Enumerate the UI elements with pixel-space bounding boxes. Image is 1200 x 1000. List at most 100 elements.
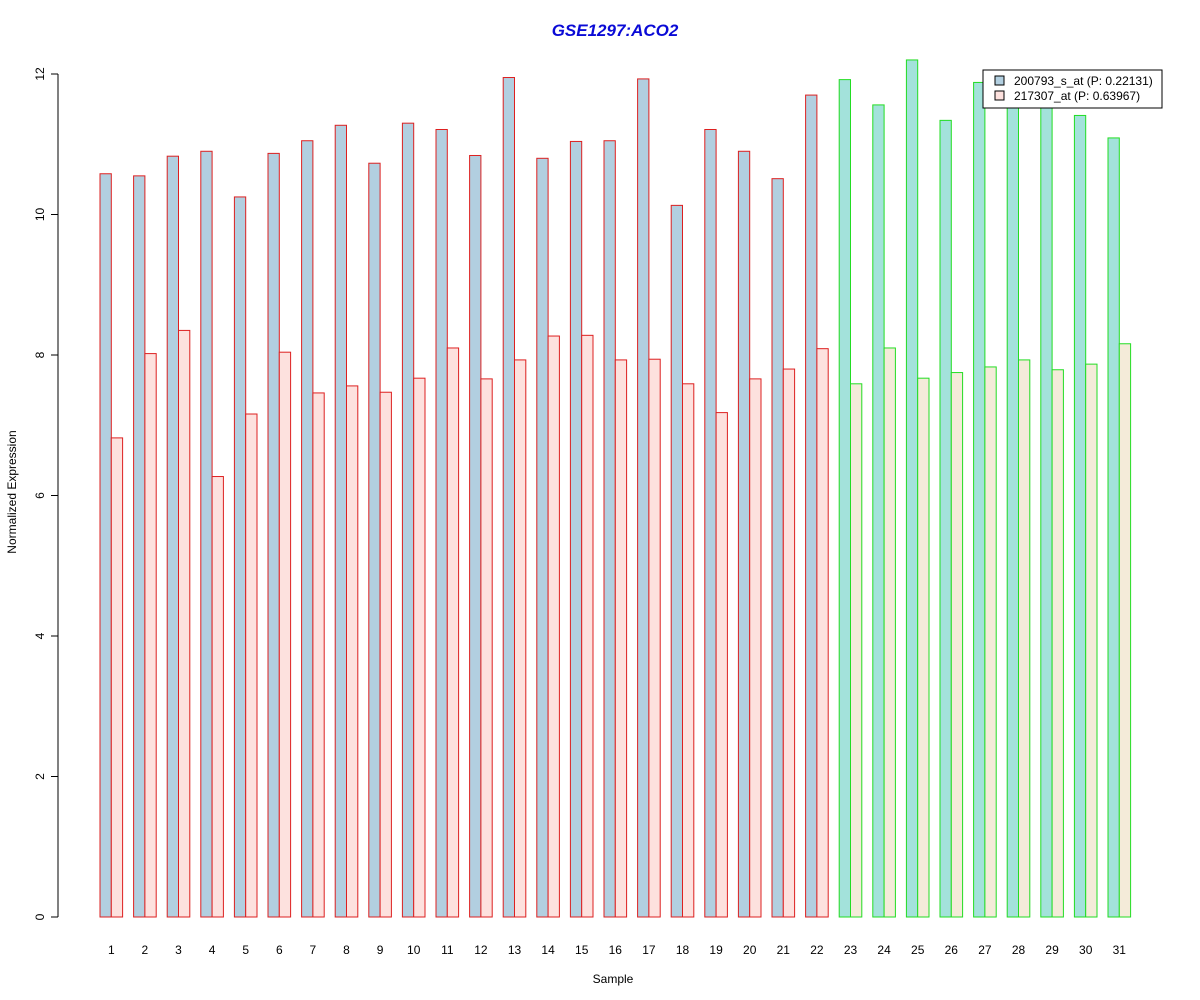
x-tick-label: 11 xyxy=(441,943,454,957)
bar-series-1-sample-26 xyxy=(939,119,952,918)
bar-series-2-sample-13 xyxy=(514,359,527,918)
x-tick-label: 13 xyxy=(508,943,522,957)
legend-swatch xyxy=(994,75,1005,86)
bar-series-1-sample-2 xyxy=(133,175,146,918)
legend-label: 200793_s_at (P: 0.22131) xyxy=(1014,74,1153,88)
bar-series-2-sample-1 xyxy=(110,437,124,918)
x-tick-label: 6 xyxy=(276,943,283,957)
y-tick-label: 0 xyxy=(33,913,47,920)
bar-series-2-sample-3 xyxy=(178,329,191,918)
bar-series-2-sample-21 xyxy=(782,368,796,918)
bar-series-1-sample-10 xyxy=(401,122,415,918)
bar-series-2-sample-24 xyxy=(883,347,896,918)
x-tick-label: 26 xyxy=(945,943,959,957)
bar-series-2-sample-25 xyxy=(917,377,930,918)
bar-series-1-sample-9 xyxy=(368,162,381,918)
x-tick-label: 29 xyxy=(1045,943,1059,957)
bar-series-2-sample-26 xyxy=(950,372,964,918)
bar-series-1-sample-28 xyxy=(1006,101,1020,918)
x-tick-label: 25 xyxy=(911,943,925,957)
bar-series-2-sample-19 xyxy=(715,412,728,918)
legend-label: 217307_at (P: 0.63967) xyxy=(1014,89,1140,103)
x-tick-label: 9 xyxy=(377,943,384,957)
y-tick-label: 8 xyxy=(33,351,47,358)
bar-series-1-sample-18 xyxy=(670,204,684,918)
bar-series-1-sample-13 xyxy=(502,77,516,918)
x-tick-label: 27 xyxy=(978,943,992,957)
bar-series-2-sample-6 xyxy=(278,351,292,918)
x-tick-label: 16 xyxy=(609,943,623,957)
x-tick-label: 24 xyxy=(877,943,891,957)
bar-series-1-sample-30 xyxy=(1073,114,1087,918)
bar-series-1-sample-15 xyxy=(569,140,583,918)
x-axis-label: Sample xyxy=(593,972,634,986)
bar-series-2-sample-11 xyxy=(446,347,460,918)
bar-series-1-sample-12 xyxy=(469,154,482,918)
bar-series-1-sample-25 xyxy=(905,59,919,918)
x-tick-label: 23 xyxy=(844,943,858,957)
x-tick-label: 19 xyxy=(709,943,723,957)
chart-title: GSE1297:ACO2 xyxy=(552,21,679,40)
bar-series-1-sample-3 xyxy=(166,155,179,918)
x-tick-label: 21 xyxy=(777,943,791,957)
bar-series-2-sample-14 xyxy=(547,335,560,918)
bar-series-1-sample-4 xyxy=(200,150,213,918)
bar-series-2-sample-22 xyxy=(816,348,829,918)
bar-series-2-sample-17 xyxy=(648,358,661,918)
x-tick-label: 17 xyxy=(642,943,656,957)
bar-series-1-sample-29 xyxy=(1040,101,1053,918)
y-tick-label: 12 xyxy=(33,67,47,81)
bar-series-1-sample-22 xyxy=(805,94,818,918)
x-tick-label: 4 xyxy=(209,943,216,957)
bar-series-2-sample-29 xyxy=(1051,369,1064,918)
x-tick-label: 2 xyxy=(142,943,149,957)
bar-series-1-sample-27 xyxy=(973,81,986,918)
bar-series-1-sample-6 xyxy=(267,152,280,918)
bar-series-2-sample-8 xyxy=(346,385,359,918)
x-tick-label: 14 xyxy=(541,943,555,957)
x-tick-label: 28 xyxy=(1012,943,1026,957)
bar-series-1-sample-11 xyxy=(435,128,448,918)
y-axis-label: Normalized Expression xyxy=(5,430,19,553)
bars xyxy=(99,59,1132,918)
bar-series-1-sample-5 xyxy=(233,196,247,918)
bar-series-1-sample-14 xyxy=(536,157,549,918)
bar-series-2-sample-15 xyxy=(581,334,594,918)
bar-series-2-sample-16 xyxy=(614,359,628,918)
bar-series-2-sample-23 xyxy=(850,383,863,918)
bar-series-2-sample-9 xyxy=(379,391,392,918)
y-tick-label: 4 xyxy=(33,632,47,639)
x-tick-label: 5 xyxy=(242,943,249,957)
bar-series-1-sample-19 xyxy=(704,128,717,918)
bar-series-2-sample-20 xyxy=(749,378,762,918)
bar-series-1-sample-24 xyxy=(872,104,885,918)
x-tick-label: 31 xyxy=(1113,943,1127,957)
y-tick-label: 10 xyxy=(33,208,47,222)
bar-series-1-sample-16 xyxy=(603,140,616,918)
bar-series-2-sample-31 xyxy=(1118,343,1132,918)
bar-series-1-sample-23 xyxy=(838,79,852,918)
bar-series-1-sample-8 xyxy=(334,124,348,918)
bar-series-2-sample-30 xyxy=(1085,363,1098,918)
x-tick-label: 1 xyxy=(108,943,115,957)
x-tick-label: 30 xyxy=(1079,943,1093,957)
bar-series-2-sample-7 xyxy=(312,392,325,918)
bar-series-1-sample-17 xyxy=(637,78,650,918)
x-tick-label: 20 xyxy=(743,943,757,957)
x-axis: 1 2 3 4 5 6 7 8 9 10 11 12 13 14 15 16 17 18 19 20 21 22 23 24 2… xyxy=(108,943,1126,957)
bar-series-2-sample-5 xyxy=(245,413,258,918)
legend-swatch xyxy=(994,90,1005,101)
bar-series-2-sample-28 xyxy=(1018,359,1031,918)
x-tick-label: 7 xyxy=(310,943,317,957)
bar-series-2-sample-4 xyxy=(211,476,224,918)
bar-series-2-sample-10 xyxy=(413,377,426,918)
y-axis: 0 2 4 6 8 10 12 xyxy=(33,67,59,920)
x-tick-label: 22 xyxy=(810,943,824,957)
x-tick-label: 18 xyxy=(676,943,690,957)
bar-series-1-sample-1 xyxy=(99,173,112,918)
bar-series-1-sample-7 xyxy=(301,140,314,918)
bar-series-1-sample-20 xyxy=(737,150,751,918)
legend: 200793_s_at (P: 0.22131)217307_at (P: 0.… xyxy=(982,69,1163,109)
bar-series-2-sample-18 xyxy=(682,383,695,918)
